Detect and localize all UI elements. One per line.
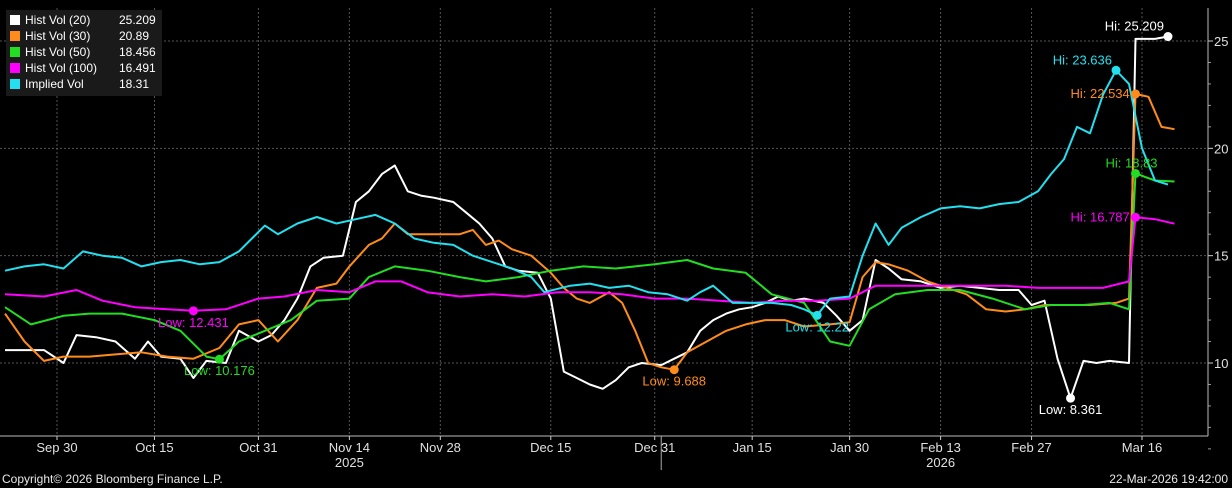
x-tick-label: Dec 15 [530,440,571,455]
x-tick-label: Feb 27 [1011,440,1051,455]
legend-series-name: Hist Vol (20) [25,13,91,27]
legend-entry: Hist Vol (30) 20.89 [10,28,156,44]
annotation-dot [214,354,224,364]
y-tick-label: 20 [1214,141,1228,156]
legend-series-value: 25.209 [119,13,156,27]
series-line-0 [5,35,1169,400]
timestamp-text: 22-Mar-2026 19:42:00 [1109,472,1228,486]
annotation-dot [1066,393,1076,403]
legend-entry: Implied Vol 18.31 [10,76,156,92]
annotation-dot [1131,168,1141,178]
legend-series-value: 16.491 [119,61,156,75]
annotation-label: Low: 12.431 [158,315,229,330]
legend-series-value: 18.31 [119,77,150,91]
x-tick-label: Oct 31 [239,440,277,455]
annotation-dot [1111,65,1121,75]
annotation-dot [1163,32,1173,42]
x-tick-label: Mar 16 [1122,440,1162,455]
annotation-dot [669,365,679,375]
x-tick-label: Nov 14 [329,440,370,455]
series-line-1 [4,92,1175,371]
legend-entry: Hist Vol (50) 18.456 [10,44,156,60]
legend-series-value: 18.456 [119,45,156,59]
year-label: 2026 [926,455,955,470]
series-lines [4,35,1175,400]
annotation-label: Hi: 25.209 [1105,19,1164,34]
legend-entry: Hist Vol (100) 16.491 [10,60,156,76]
legend: Hist Vol (20) 25.209 Hist Vol (30) 20.89 His… [6,10,162,96]
year-label: 2025 [335,455,364,470]
x-tick-label: Feb 13 [920,440,960,455]
grid-lines [0,8,1208,436]
x-tick-label: Jan 15 [733,440,772,455]
legend-series-name: Hist Vol (100) [25,61,98,75]
x-tick-label: Sep 30 [36,440,77,455]
x-tick-label: Nov 28 [420,440,461,455]
legend-series-value: 20.89 [119,29,150,43]
legend-swatch [10,47,20,57]
annotation-label: Low: 8.361 [1039,402,1103,417]
legend-series-name: Hist Vol (50) [25,45,91,59]
series-line-3 [4,216,1175,312]
annotation-dot [1131,89,1141,99]
annotation-dot [188,306,198,316]
annotation-label: Low: 12.22 [785,319,849,334]
legend-series-name: Hist Vol (30) [25,29,91,43]
annotation-markers: Hi: 25.209 Low: 8.361 Hi: 22.534 Low: 9.688… [158,19,1173,417]
y-tick-label: 10 [1214,356,1228,371]
annotation-label: Low: 9.688 [642,374,706,389]
annotation-dot [1131,212,1141,222]
x-tick-label: Oct 15 [135,440,173,455]
annotation-label: Hi: 23.636 [1053,52,1112,67]
x-tick-label: Dec 31 [634,440,675,455]
annotation-label: Hi: 22.534 [1071,86,1130,101]
copyright-text: Copyright© 2026 Bloomberg Finance L.P. [2,472,223,486]
legend-entry: Hist Vol (20) 25.209 [10,12,156,28]
legend-series-name: Implied Vol [25,77,84,91]
legend-swatch [10,31,20,41]
series-line-4 [4,69,1169,317]
annotation-label: Hi: 16.787 [1071,209,1130,224]
series-line-2 [4,172,1175,361]
y-tick-label: 15 [1214,249,1228,264]
annotation-label: Hi: 18.83 [1106,155,1158,170]
legend-swatch [10,63,20,73]
x-tick-label: Jan 30 [830,440,869,455]
y-tick-label: 25 [1214,34,1228,49]
annotation-label: Low: 10.176 [184,363,255,378]
legend-swatch [10,15,20,25]
annotation-dot [812,310,822,320]
legend-swatch [10,79,20,89]
